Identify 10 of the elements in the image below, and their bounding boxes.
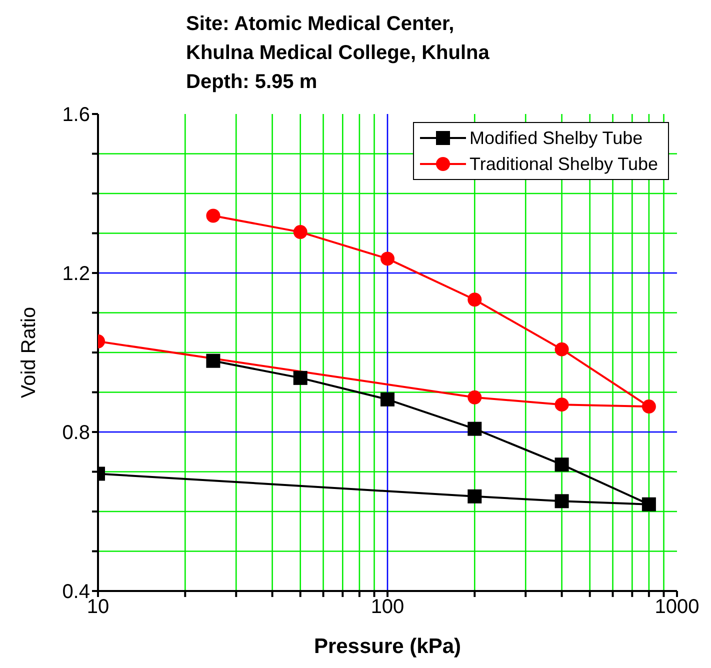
y-tick-label: 1.6 bbox=[62, 104, 90, 126]
y-tick-label: 0.8 bbox=[62, 422, 90, 444]
y-tick-label: 1.2 bbox=[62, 263, 90, 286]
legend-label: Traditional Shelby Tube bbox=[470, 153, 658, 176]
x-tick-label: 100 bbox=[370, 596, 404, 618]
legend-label: Modified Shelby Tube bbox=[470, 127, 643, 150]
x-tick-label: 1000 bbox=[654, 596, 700, 618]
y-axis-title: Void Ratio bbox=[18, 306, 40, 398]
chart-title: Site: Atomic Medical Center, Khulna Medical College, Khulna Depth: 5.95 m bbox=[186, 12, 490, 95]
x-axis-title: Pressure (kPa) bbox=[314, 635, 462, 658]
